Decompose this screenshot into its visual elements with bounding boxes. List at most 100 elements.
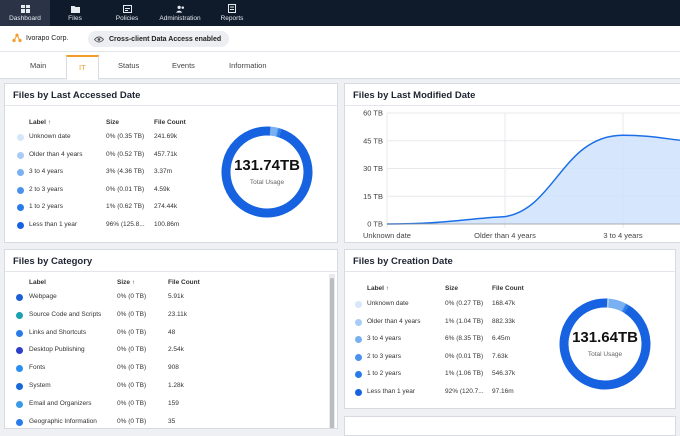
- cell-count: 457.71k: [154, 151, 177, 158]
- legend-dot: [355, 389, 362, 396]
- column-header-label[interactable]: Label: [29, 279, 46, 286]
- top-nav: Dashboard Files Policies Administration …: [0, 0, 680, 26]
- eye-icon: [94, 36, 104, 43]
- scrollbar-thumb[interactable]: [330, 278, 334, 429]
- cell-count: 4.59k: [154, 186, 170, 193]
- cell-size: 0% (0.01 TB): [445, 353, 483, 360]
- cell-label: Email and Organizers: [29, 400, 92, 407]
- legend-dot: [16, 330, 23, 337]
- column-header-count[interactable]: File Count: [492, 285, 524, 292]
- tab-information[interactable]: Information: [229, 61, 267, 70]
- x-tick-label: Older than 4 years: [474, 231, 536, 240]
- nav-files[interactable]: Files: [52, 0, 98, 26]
- cell-label: 2 to 3 years: [367, 353, 401, 360]
- column-header-label[interactable]: Label ↑: [367, 285, 389, 292]
- nav-label: Administration: [159, 15, 200, 22]
- cell-size: 92% (120.7...: [445, 388, 484, 395]
- cell-label: Unknown date: [29, 133, 71, 140]
- nav-label: Reports: [221, 15, 244, 22]
- cell-count: 1.28k: [168, 382, 184, 389]
- cell-size: 0% (0 TB): [117, 400, 146, 407]
- column-header-label[interactable]: Label ↑: [29, 119, 51, 126]
- card-title: Files by Category: [13, 256, 92, 267]
- donut-slice[interactable]: [609, 303, 624, 307]
- cell-label: Geographic Information: [29, 418, 97, 425]
- cell-size: 96% (125.8...: [106, 221, 145, 228]
- nav-label: Dashboard: [9, 15, 41, 22]
- column-header-size[interactable]: Size ↑: [117, 279, 135, 286]
- table-row[interactable]: Email and Organizers 0% (0 TB) 159: [5, 397, 337, 414]
- nav-label: Files: [68, 15, 82, 22]
- legend-dot: [16, 312, 23, 319]
- column-header-count[interactable]: File Count: [154, 119, 186, 126]
- y-tick-label: 30 TB: [363, 164, 383, 173]
- nav-dashboard[interactable]: Dashboard: [0, 0, 50, 26]
- org-name: Ivorapo Corp.: [26, 35, 68, 42]
- dashboard-icon: [21, 5, 30, 13]
- org-selector[interactable]: Ivorapo Corp.: [12, 33, 68, 43]
- cell-label: 1 to 2 years: [367, 370, 401, 377]
- cell-count: 159: [168, 400, 179, 407]
- cell-size: 1% (0.62 TB): [106, 203, 144, 210]
- cell-count: 7.63k: [492, 353, 508, 360]
- cell-count: 48: [168, 329, 175, 336]
- creation-card: Files by Creation Date Label ↑ Size File…: [344, 249, 676, 409]
- column-header-size[interactable]: Size: [106, 119, 119, 126]
- nav-label: Policies: [116, 15, 138, 22]
- cell-count: 2.54k: [168, 346, 184, 353]
- column-header-size[interactable]: Size: [445, 285, 458, 292]
- donut-total: 131.74TB: [219, 157, 315, 174]
- x-tick-label: Unknown date: [363, 231, 411, 240]
- nav-administration[interactable]: Administration: [154, 0, 206, 26]
- cell-label: Less than 1 year: [29, 221, 77, 228]
- legend-dot: [17, 134, 24, 141]
- cell-label: Links and Shortcuts: [29, 329, 86, 336]
- nav-policies[interactable]: Policies: [104, 0, 150, 26]
- cell-count: 241.69k: [154, 133, 177, 140]
- policy-icon: [123, 5, 132, 13]
- report-icon: [228, 5, 237, 13]
- cell-size: 1% (1.06 TB): [445, 370, 483, 377]
- tab-status[interactable]: Status: [118, 61, 139, 70]
- cell-count: 5.91k: [168, 293, 184, 300]
- legend-dot: [16, 294, 23, 301]
- cell-label: Webpage: [29, 293, 57, 300]
- nav-reports[interactable]: Reports: [210, 0, 254, 26]
- legend-dot: [355, 371, 362, 378]
- donut-slice[interactable]: [278, 132, 280, 133]
- cell-label: Desktop Publishing: [29, 346, 85, 353]
- cell-size: 0% (0.27 TB): [445, 300, 483, 307]
- donut-slice[interactable]: [624, 308, 626, 309]
- cell-count: 97.16m: [492, 388, 514, 395]
- cell-size: 0% (0 TB): [117, 329, 146, 336]
- category-scrollbar[interactable]: [329, 274, 335, 428]
- legend-dot: [16, 365, 23, 372]
- y-tick-label: 15 TB: [363, 192, 383, 201]
- column-header-count[interactable]: File Count: [168, 279, 200, 286]
- cell-label: Unknown date: [367, 300, 409, 307]
- card-title: Files by Last Accessed Date: [13, 90, 140, 101]
- category-card: Files by Category Label Size ↑ File Coun…: [4, 249, 338, 429]
- tab-events[interactable]: Events: [172, 61, 195, 70]
- legend-dot: [355, 319, 362, 326]
- y-tick-label: 0 TB: [367, 220, 383, 229]
- donut-total: 131.64TB: [557, 329, 653, 346]
- table-row[interactable]: Links and Shortcuts 0% (0 TB) 48: [5, 326, 337, 343]
- data-access-chip[interactable]: Cross-client Data Access enabled: [88, 31, 229, 47]
- legend-dot: [17, 152, 24, 159]
- cell-size: 0% (0 TB): [117, 382, 146, 389]
- tab-it[interactable]: IT: [66, 55, 99, 80]
- cell-label: Source Code and Scripts: [29, 311, 101, 318]
- cell-size: 0% (0.52 TB): [106, 151, 144, 158]
- donut-slice[interactable]: [269, 131, 277, 132]
- cell-label: 2 to 3 years: [29, 186, 63, 193]
- area-fill: [387, 135, 680, 224]
- tab-main[interactable]: Main: [30, 61, 46, 70]
